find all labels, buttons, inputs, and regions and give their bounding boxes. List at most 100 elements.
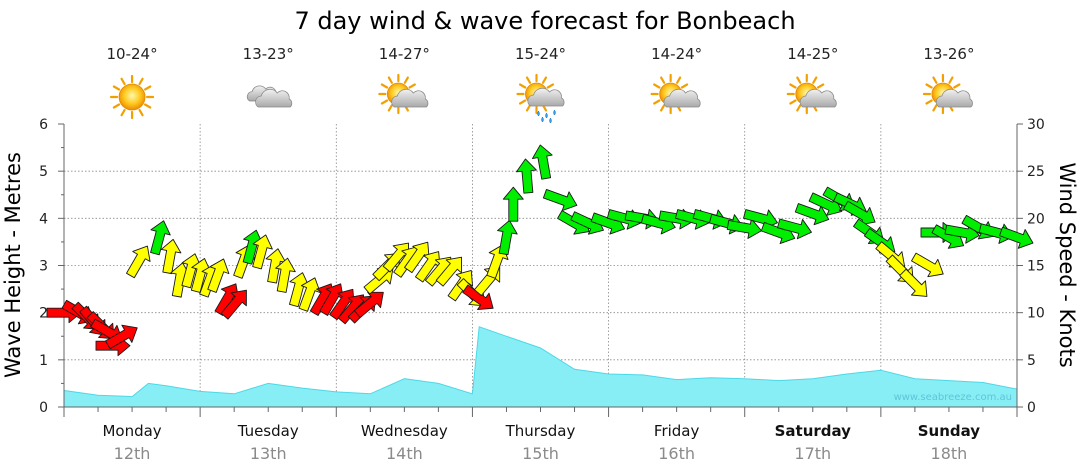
sun-ray xyxy=(525,76,532,84)
wind-arrow xyxy=(298,277,321,312)
day-label: Thursday xyxy=(505,422,576,440)
sun-ray xyxy=(953,83,961,89)
day-label: Tuesday xyxy=(237,422,299,440)
y-tick-left-label: 3 xyxy=(39,259,48,275)
wind-arrow xyxy=(842,200,876,226)
sun-ray xyxy=(789,83,797,89)
sun-ray xyxy=(380,83,389,89)
sun-ray xyxy=(796,104,802,112)
cloud-shape xyxy=(935,88,973,108)
cloudy-icon xyxy=(246,85,293,108)
y-tick-left-label: 6 xyxy=(39,117,48,133)
partly-cloudy-icon xyxy=(922,73,973,115)
y-axis-left-title: Wave Height - Metres xyxy=(1,152,25,378)
sun-ray xyxy=(816,83,825,89)
wind-arrow xyxy=(265,248,287,284)
wind-arrow xyxy=(999,226,1034,249)
y-tick-right-label: 15 xyxy=(1027,259,1045,275)
temperature-range: 15-24° xyxy=(515,45,566,63)
sun-ray xyxy=(143,85,152,91)
wind-arrow xyxy=(497,220,518,256)
rain-drop xyxy=(545,112,548,119)
day-column-sunday: 13-26° Sunday 18th xyxy=(918,45,981,463)
wind-arrow xyxy=(516,158,537,194)
wind-arrow xyxy=(542,189,578,212)
wind-arrows xyxy=(46,144,1034,357)
wave-height-series xyxy=(63,326,1018,408)
y-tick-right-label: 30 xyxy=(1027,117,1045,133)
cloud-shape xyxy=(255,88,293,108)
sun-ray xyxy=(660,76,666,84)
wind-arrow xyxy=(899,268,928,297)
wind-arrow xyxy=(502,186,524,222)
wind-arrow xyxy=(126,245,151,279)
sun-disc xyxy=(118,83,146,111)
y-tick-left-label: 1 xyxy=(39,353,48,369)
y-tick-left-label: 0 xyxy=(39,400,48,416)
wind-arrow xyxy=(911,252,944,278)
wind-arrow xyxy=(105,324,138,350)
rain-drop xyxy=(537,110,540,117)
y-tick-left-label: 2 xyxy=(39,306,48,322)
y-tick-right-label: 25 xyxy=(1027,164,1045,180)
sun-ray xyxy=(120,108,126,117)
day-label: Sunday xyxy=(918,422,981,440)
day-column-monday: 10-24° Monday 12th xyxy=(102,45,161,463)
wind-arrow xyxy=(794,203,830,226)
wind-arrow xyxy=(532,144,553,180)
wind-arrow xyxy=(462,284,494,311)
sun-ray xyxy=(932,104,938,112)
temperature-range: 14-25° xyxy=(787,45,838,63)
cloud-shape xyxy=(663,88,701,108)
sun-ray xyxy=(387,76,393,84)
temperature-range: 10-24° xyxy=(107,45,158,63)
day-column-friday: 14-24° Friday 16th xyxy=(650,45,702,463)
shower-icon xyxy=(516,73,565,124)
wind-arrow xyxy=(353,291,384,319)
wind-arrow xyxy=(252,234,273,270)
sun-ray xyxy=(387,104,393,112)
wind-arrow xyxy=(150,220,171,256)
y-axis-right-title: Wind Speed - Knots xyxy=(1055,162,1079,367)
day-column-thursday: 15-24° Thursday 15th xyxy=(505,45,576,463)
credit-watermark: www.seabreeze.com.au xyxy=(894,392,1012,403)
wind-arrow xyxy=(275,257,296,293)
sun-ray xyxy=(925,83,933,89)
wind-arrow xyxy=(220,289,247,320)
wind-arrow xyxy=(808,192,843,216)
wind-arrow xyxy=(207,258,230,293)
axes: 0 1 2 3 4 5 6 0 5 10 15 20 25 30 xyxy=(39,117,1045,417)
partly-cloudy-icon xyxy=(378,73,429,115)
sun-ray xyxy=(948,76,954,84)
sun-ray xyxy=(676,76,682,84)
sun-ray xyxy=(403,76,409,84)
rain-drop xyxy=(541,116,544,123)
sun-ray xyxy=(138,108,144,117)
day-date: 14th xyxy=(386,444,423,463)
day-label: Saturday xyxy=(775,422,852,440)
day-label: Friday xyxy=(654,422,700,440)
sun-ray xyxy=(525,104,532,112)
y-tick-right-label: 20 xyxy=(1027,211,1045,227)
sun-ray xyxy=(518,83,527,89)
wind-arrow xyxy=(190,258,212,293)
sun-ray xyxy=(143,103,152,109)
day-column-tuesday: 13-23° Tuesday 13th xyxy=(237,45,299,463)
wind-arrow xyxy=(319,283,344,316)
sun-ray xyxy=(112,85,121,91)
y-tick-right-label: 5 xyxy=(1027,353,1036,369)
sun-ray xyxy=(138,77,144,86)
temperature-range: 14-24° xyxy=(651,45,702,63)
chart-title: 7 day wind & wave forecast for Bonbeach xyxy=(294,7,795,35)
day-column-saturday: 14-25° Saturday 17th xyxy=(775,45,852,463)
sun-ray xyxy=(789,99,797,105)
wind-arrow xyxy=(181,253,203,289)
sun-ray xyxy=(408,83,416,89)
partly-cloudy-icon xyxy=(650,73,701,115)
wind-arrow xyxy=(435,256,462,287)
cloud-shape xyxy=(391,88,429,108)
day-label: Wednesday xyxy=(361,422,448,440)
wind-arrow xyxy=(160,238,182,275)
day-column-wednesday: 14-27° Wednesday 14th xyxy=(361,45,448,463)
